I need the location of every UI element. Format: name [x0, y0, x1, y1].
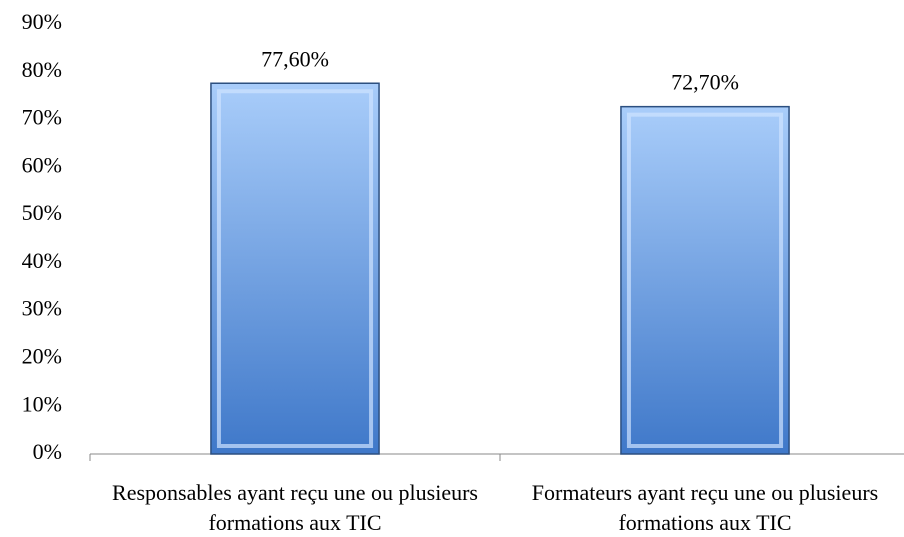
x-tick-label-box: Responsables ayant reçu une ou plusieurs… [112, 480, 478, 535]
y-tick-label: 30% [22, 296, 62, 321]
x-tick-label: Responsables ayant reçu une ou plusieurs… [112, 480, 478, 535]
y-tick-label: 70% [22, 105, 62, 130]
y-tick-label: 90% [22, 9, 62, 34]
bar-bevel [216, 89, 374, 448]
bar-bevel [626, 112, 784, 449]
value-label: 72,70% [671, 70, 739, 95]
bar [210, 82, 380, 455]
value-label: 77,60% [261, 46, 329, 71]
y-tick-label: 0% [33, 439, 62, 464]
y-tick-label: 10% [22, 391, 62, 416]
x-tick-label-box: Formateurs ayant reçu une ou plusieurs f… [531, 480, 879, 535]
y-tick-label: 40% [22, 248, 62, 273]
y-tick-label: 80% [22, 57, 62, 82]
y-tick-label: 20% [22, 343, 62, 368]
x-tick-label: Formateurs ayant reçu une ou plusieurs f… [531, 480, 879, 535]
y-tick-label: 60% [22, 152, 62, 177]
y-tick-label: 50% [22, 200, 62, 225]
bar [620, 105, 790, 455]
